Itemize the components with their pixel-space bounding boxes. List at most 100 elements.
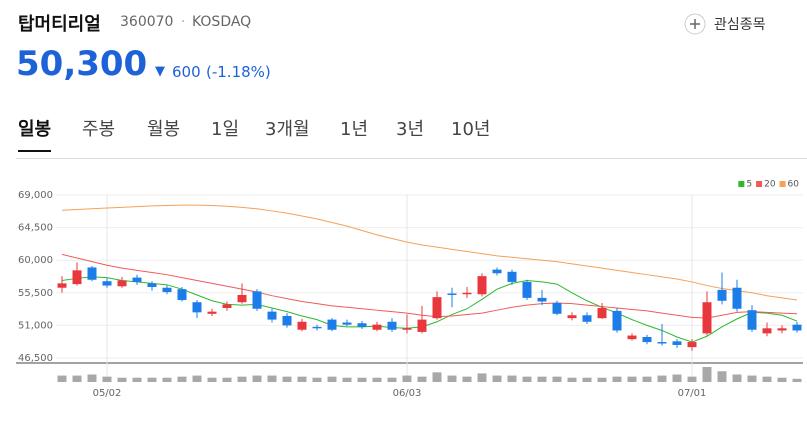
volume-bar — [447, 375, 457, 382]
candle-body — [372, 324, 382, 330]
volume-bar — [297, 376, 307, 382]
y-tick-label: 64,500 — [18, 223, 53, 234]
watch-label: 관심종목 — [714, 17, 766, 33]
change: 600 — [172, 63, 201, 81]
candle-body — [567, 315, 577, 319]
volume-bar — [642, 376, 652, 382]
volume-bar — [162, 377, 172, 382]
candle-body — [357, 323, 367, 327]
candle-body — [672, 341, 682, 345]
ma-line — [61, 204, 798, 301]
candle-body — [447, 293, 457, 295]
candle-body — [252, 291, 262, 309]
candle-body — [717, 289, 727, 301]
candle-body — [162, 287, 172, 293]
candle-body — [687, 342, 697, 348]
tab[interactable]: 월봉 — [147, 119, 181, 140]
tab[interactable]: 3년 — [396, 119, 425, 140]
volume-bar — [762, 376, 772, 382]
candle-body — [102, 281, 112, 286]
candle-body — [552, 302, 562, 314]
candle-body — [732, 287, 742, 309]
volume-bar — [567, 377, 577, 382]
volume-bar — [792, 378, 802, 382]
candle-body — [207, 311, 217, 314]
change-pct: (-1.18%) — [206, 63, 271, 81]
separator: · — [181, 14, 186, 30]
volume-bar — [102, 376, 112, 382]
ma-line — [61, 276, 798, 343]
tab[interactable]: 10년 — [451, 119, 491, 140]
candle-body — [507, 271, 517, 282]
volume-bar — [267, 375, 277, 382]
volume-bar — [117, 377, 127, 382]
candle-body — [612, 310, 622, 331]
x-tick-label: 05/02 — [93, 388, 122, 399]
volume-bar — [477, 373, 487, 382]
y-tick-label: 60,000 — [18, 255, 53, 266]
volume-bar — [207, 377, 217, 382]
candle-body — [417, 319, 427, 332]
legend-swatch — [756, 181, 763, 187]
stock-name: 탑머티리얼 — [18, 14, 101, 35]
volume-bar — [582, 377, 592, 382]
volume-bar — [462, 376, 472, 382]
volume-bar — [222, 377, 232, 382]
candle-body — [402, 328, 412, 330]
candle-body — [702, 302, 712, 334]
y-tick-label: 46,500 — [18, 353, 53, 364]
market: KOSDAQ — [192, 14, 252, 30]
candle-body — [312, 326, 322, 329]
stock-code: 360070 — [120, 14, 174, 30]
volume-bar — [192, 375, 202, 382]
volume-bar — [72, 375, 82, 382]
y-tick-label: 51,000 — [18, 320, 53, 331]
chart: 46,500 51,000 55,500 60,000 64,500 69,000 05/0… — [16, 180, 803, 399]
volume-bar — [87, 374, 97, 382]
volume-bar — [702, 367, 712, 382]
candle-body — [642, 336, 652, 343]
candle-body — [747, 310, 757, 330]
candle-body — [762, 328, 772, 334]
legend-label: 60 — [788, 180, 800, 190]
candle-body — [342, 322, 352, 325]
candle-body — [192, 302, 202, 313]
change-arrow: ▼ — [155, 64, 165, 79]
volume-bar — [417, 376, 427, 382]
candle-body — [222, 304, 232, 309]
y-tick-label: 55,500 — [18, 288, 53, 299]
volume-bar — [597, 377, 607, 382]
candle-body — [177, 289, 187, 301]
watch-button[interactable]: 관심종목 — [684, 12, 766, 36]
candle-body — [117, 280, 127, 287]
legend-swatch — [738, 181, 745, 187]
candle-body — [297, 321, 307, 330]
volume-bar — [237, 376, 247, 382]
legend-label: 5 — [746, 180, 752, 190]
volume-bar — [57, 375, 67, 382]
tab[interactable]: 일봉 — [18, 115, 52, 152]
x-tick-label: 07/01 — [678, 388, 707, 399]
volume-bar — [252, 375, 262, 382]
tab[interactable]: 1일 — [211, 119, 240, 140]
volume-bar — [372, 377, 382, 382]
candle-body — [237, 294, 247, 303]
candle-body — [792, 324, 802, 331]
candle-body — [537, 297, 547, 302]
tab[interactable]: 3개월 — [265, 119, 310, 140]
candle-body — [387, 321, 397, 330]
volume-bar — [687, 376, 697, 382]
volume-bar — [327, 376, 337, 382]
candle-body — [147, 283, 157, 288]
volume-bar — [537, 376, 547, 382]
volume-bar — [672, 374, 682, 382]
candle-body — [777, 328, 787, 331]
volume-bar — [732, 374, 742, 382]
candle-body — [477, 276, 487, 295]
candle-body — [522, 281, 532, 298]
volume-bar — [357, 377, 367, 382]
volume-bar — [132, 377, 142, 382]
tab[interactable]: 1년 — [340, 119, 369, 140]
tab[interactable]: 주봉 — [82, 119, 116, 140]
